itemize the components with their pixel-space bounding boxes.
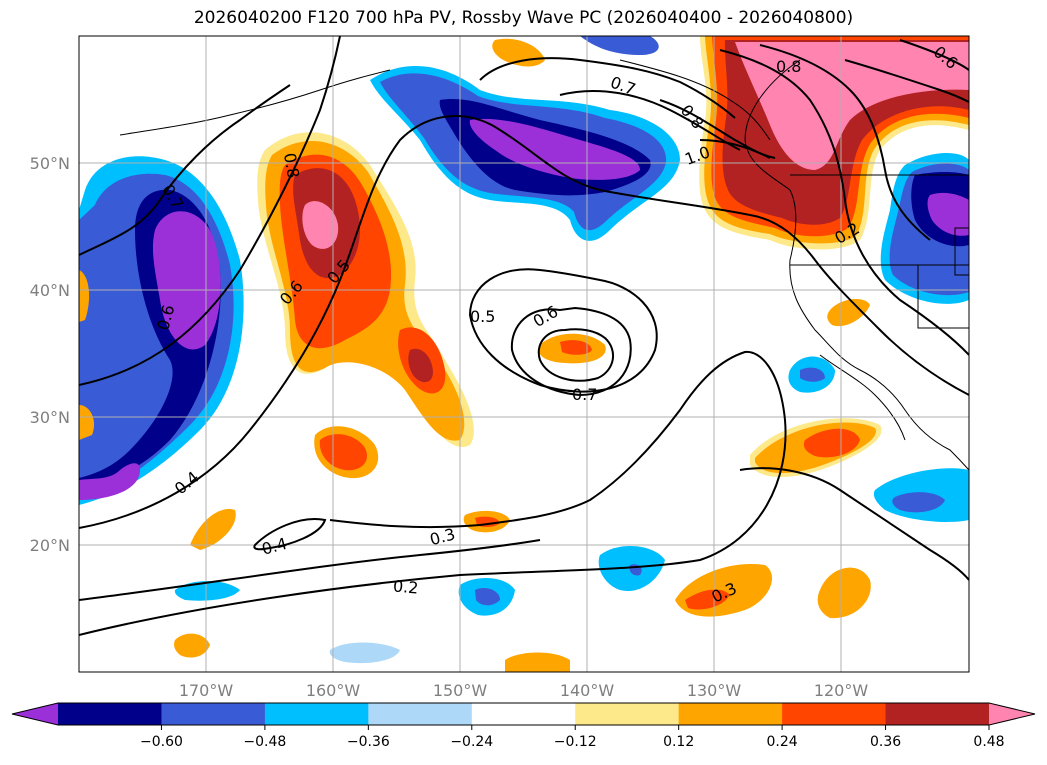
contour-label: 0.5 xyxy=(470,307,495,326)
coastline-layer xyxy=(119,59,969,471)
colorbar-swatch xyxy=(678,703,783,725)
colorbar-swatch xyxy=(782,703,887,725)
lat-label: 30°N xyxy=(30,408,70,427)
colorbar-tick-label: −0.12 xyxy=(554,734,597,750)
colorbar-swatch xyxy=(58,703,162,725)
colorbar-tick-label: −0.24 xyxy=(450,734,493,750)
colorbar-swatch xyxy=(885,703,990,725)
contour-label: 0.8 xyxy=(776,57,801,76)
colorbar-outline xyxy=(11,702,1036,726)
colorbar-tick-label: −0.48 xyxy=(243,734,286,750)
lon-label: 170°W xyxy=(179,681,234,700)
colorbar: −0.60 −0.48 −0.36 −0.24 −0.12 0.12 0.24 0.36 0.4… xyxy=(11,702,1036,750)
lat-label: 20°N xyxy=(30,536,70,555)
colorbar-tick-label: 0.24 xyxy=(767,734,798,750)
colorbar-tick-label: 0.12 xyxy=(663,734,694,750)
longitude-labels: 170°W 160°W 150°W 140°W 130°W 120°W xyxy=(179,681,869,700)
lon-label: 150°W xyxy=(433,681,488,700)
colorbar-extend-left xyxy=(12,703,58,725)
lat-label: 40°N xyxy=(30,281,70,300)
contour-label: 0.7 xyxy=(572,385,597,404)
colorbar-swatch xyxy=(161,703,266,725)
colorbar-swatch xyxy=(368,703,473,725)
colorbar-tick-label: 0.48 xyxy=(973,734,1004,750)
colorbar-swatch xyxy=(575,703,680,725)
latitude-labels: 50°N 40°N 30°N 20°N xyxy=(30,154,70,555)
lon-label: 140°W xyxy=(560,681,615,700)
lon-label: 130°W xyxy=(687,681,742,700)
colorbar-swatch xyxy=(264,703,369,725)
colorbar-tick-label: −0.60 xyxy=(140,734,183,750)
map-title: 2026040200 F120 700 hPa PV, Rossby Wave … xyxy=(193,8,854,28)
contour-label: 0.8 xyxy=(280,151,303,179)
colorbar-extend-right xyxy=(989,703,1035,725)
pv-contours xyxy=(79,36,969,636)
lon-label: 160°W xyxy=(306,681,361,700)
colorbar-tick-label: 0.36 xyxy=(870,734,901,750)
colorbar-tick-label: −0.36 xyxy=(347,734,390,750)
map-frame xyxy=(78,35,970,673)
contour-label: 0.2 xyxy=(392,576,419,597)
lon-label: 120°W xyxy=(814,681,869,700)
colorbar-swatch xyxy=(471,703,576,725)
lat-label: 50°N xyxy=(30,154,70,173)
